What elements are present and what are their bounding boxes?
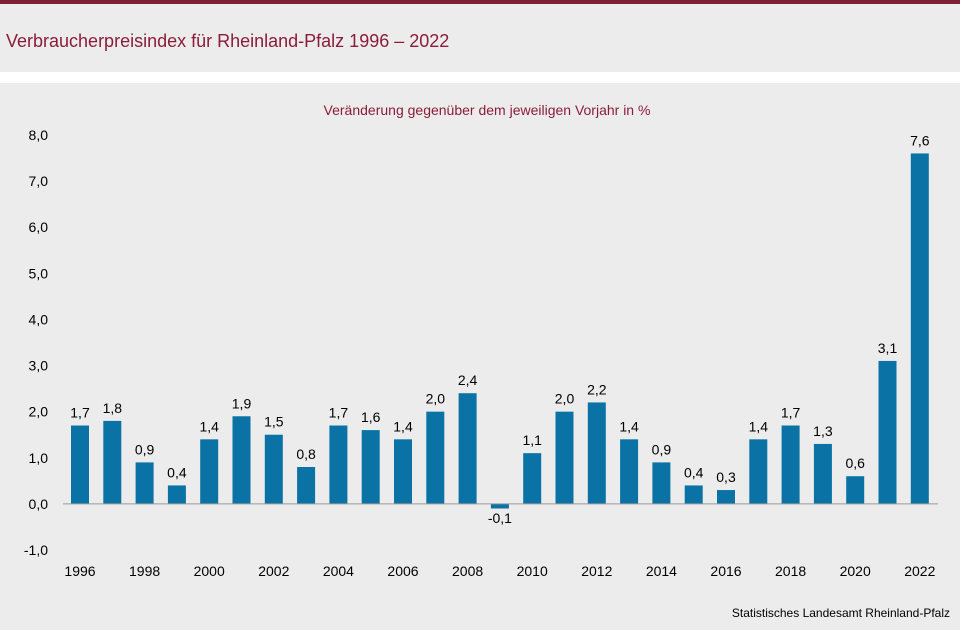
x-tick-label: 2004: [323, 563, 354, 579]
bar-chart: Veränderung gegenüber dem jeweiligen Vor…: [24, 102, 950, 620]
bar-1999: [167, 485, 186, 504]
bar-2015: [684, 485, 703, 504]
y-tick-label: -1,0: [24, 542, 48, 558]
value-label: 1,7: [781, 405, 801, 421]
chart-subtitle: Veränderung gegenüber dem jeweiligen Vor…: [324, 102, 651, 118]
bar-2002: [264, 434, 283, 504]
value-label: -0,1: [488, 510, 512, 526]
bar-2003: [297, 467, 316, 504]
y-tick-label: 3,0: [29, 358, 49, 374]
y-tick-label: 6,0: [29, 219, 49, 235]
value-label: 1,4: [393, 418, 413, 434]
value-label: 1,9: [232, 395, 252, 411]
bar-2022: [910, 153, 929, 504]
x-tick-label: 2006: [387, 563, 418, 579]
value-label: 1,7: [70, 405, 90, 421]
value-label: 0,8: [296, 446, 316, 462]
value-label: 0,9: [652, 441, 672, 457]
value-label: 1,3: [813, 423, 833, 439]
value-label: 1,4: [749, 418, 769, 434]
value-label: 1,4: [619, 418, 639, 434]
bar-2009: [490, 503, 509, 509]
bar-2017: [749, 439, 768, 504]
y-tick-label: 2,0: [29, 404, 49, 420]
x-tick-label: 1998: [129, 563, 160, 579]
y-tick-label: 5,0: [29, 265, 49, 281]
top-accent-bar: [0, 0, 960, 4]
value-label: 2,0: [426, 391, 446, 407]
bar-2021: [878, 360, 897, 504]
value-label: 0,9: [135, 441, 155, 457]
value-label: 3,1: [878, 340, 898, 356]
page-title: Verbraucherpreisindex für Rheinland-Pfal…: [6, 31, 450, 51]
x-tick-label: 2010: [517, 563, 548, 579]
value-label: 0,4: [167, 464, 187, 480]
x-tick-label: 1996: [64, 563, 95, 579]
bar-2016: [717, 490, 735, 504]
bar-2008: [458, 393, 477, 504]
value-label: 1,7: [329, 405, 349, 421]
y-tick-label: 7,0: [29, 173, 49, 189]
x-tick-label: 2014: [646, 563, 677, 579]
bars: [71, 153, 929, 509]
value-label: 1,4: [199, 418, 219, 434]
x-tick-label: 2020: [840, 563, 871, 579]
bar-1997: [103, 420, 122, 504]
value-label: 1,8: [103, 400, 123, 416]
bar-2000: [200, 439, 219, 504]
y-axis: 8,0 7,0 6,0 5,0 4,0 3,0 2,0 1,0 0,0 -1,0: [24, 127, 48, 558]
bar-2019: [813, 443, 832, 504]
y-tick-label: 4,0: [29, 311, 49, 327]
header: Verbraucherpreisindex für Rheinland-Pfal…: [0, 4, 960, 72]
value-labels: 1,7 1,8 0,9 0,4 1,4 1,9 1,5 0,8 1,7 1,6 1,4 2,0 2,4 -…: [70, 132, 929, 525]
value-label: 1,1: [522, 432, 542, 448]
x-tick-label: 2008: [452, 563, 483, 579]
x-tick-label: 2000: [194, 563, 225, 579]
x-tick-label: 2022: [904, 563, 935, 579]
bar-2007: [426, 411, 445, 504]
x-tick-label: 2012: [581, 563, 612, 579]
value-label: 0,6: [845, 455, 865, 471]
value-label: 7,6: [910, 132, 930, 148]
y-tick-label: 1,0: [29, 450, 49, 466]
bar-2010: [523, 453, 542, 504]
y-tick-label: 0,0: [29, 496, 49, 512]
source-note: Statistisches Landesamt Rheinland-Pfalz: [732, 606, 950, 620]
bar-2006: [394, 439, 412, 504]
bar-2020: [846, 476, 865, 504]
value-label: 1,6: [361, 409, 381, 425]
bar-2018: [781, 425, 800, 504]
bar-2011: [555, 411, 574, 504]
bar-2013: [620, 439, 639, 504]
value-label: 2,4: [458, 372, 478, 388]
bar-2005: [361, 430, 380, 504]
bar-2014: [652, 462, 671, 504]
value-label: 1,5: [264, 414, 284, 430]
bar-1996: [71, 425, 89, 504]
divider: [0, 72, 960, 83]
value-label: 2,0: [555, 391, 575, 407]
bar-2012: [587, 402, 606, 504]
bar-2001: [232, 416, 251, 504]
y-tick-label: 8,0: [29, 127, 49, 143]
bar-2004: [329, 425, 348, 504]
value-label: 2,2: [587, 381, 607, 397]
bar-1998: [135, 462, 154, 504]
x-tick-label: 2016: [710, 563, 741, 579]
value-label: 0,4: [684, 464, 704, 480]
chart-area: Veränderung gegenüber dem jeweiligen Vor…: [0, 83, 960, 630]
x-tick-label: 2002: [258, 563, 289, 579]
x-tick-label: 2018: [775, 563, 806, 579]
x-axis: 1996 1998 2000 2002 2004 2006 2008 2010 2012 2014…: [64, 563, 935, 579]
value-label: 0,3: [716, 469, 736, 485]
